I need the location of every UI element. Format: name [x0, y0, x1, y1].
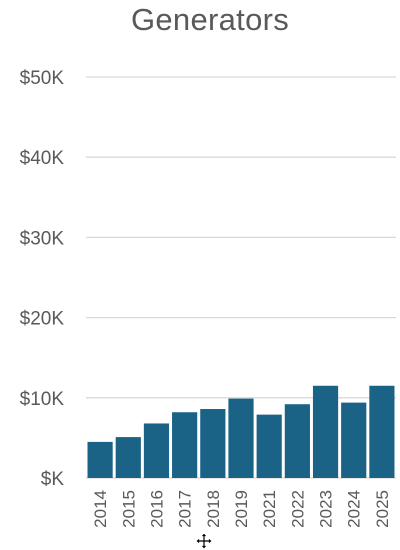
y-tick-label: $40K	[20, 148, 65, 169]
bar-2025	[369, 385, 395, 478]
bar-2019	[228, 398, 254, 478]
move-cursor-icon	[195, 532, 213, 550]
x-tick-label: 2023	[317, 490, 336, 528]
x-tick-label: 2024	[345, 490, 364, 528]
x-tick-label: 2017	[176, 490, 195, 528]
x-axis-ticks: 2014 2015 2016 2017 2018 2019 2021 2022 2023 2024…	[91, 490, 392, 528]
y-tick-label: $50K	[20, 68, 65, 89]
y-tick-label: $10K	[20, 389, 65, 410]
y-axis-ticks: $K $10K $20K $30K $40K $50K	[20, 68, 65, 490]
x-tick-label: 2018	[204, 490, 223, 528]
bar-2016	[143, 423, 170, 478]
y-tick-label: $30K	[20, 228, 65, 249]
bar-2024	[341, 402, 367, 478]
chart-title: Generators	[130, 2, 290, 37]
bar-2022	[284, 404, 310, 478]
bar-2017	[172, 412, 198, 478]
x-tick-label: 2015	[119, 490, 138, 528]
x-tick-label: 2022	[288, 490, 307, 528]
bar-2023	[312, 385, 339, 478]
bar-2015	[115, 437, 141, 478]
y-tick-label: $K	[41, 469, 65, 490]
x-tick-label: 2019	[232, 490, 251, 528]
bar-2018	[200, 409, 226, 478]
y-tick-label: $20K	[20, 309, 65, 330]
bar-2014	[87, 441, 113, 478]
x-tick-label: 2025	[373, 490, 392, 528]
bars	[87, 385, 395, 478]
bar-2021	[256, 414, 282, 478]
x-tick-label: 2014	[91, 490, 110, 528]
x-tick-label: 2021	[260, 490, 279, 528]
x-tick-label: 2016	[147, 490, 166, 528]
